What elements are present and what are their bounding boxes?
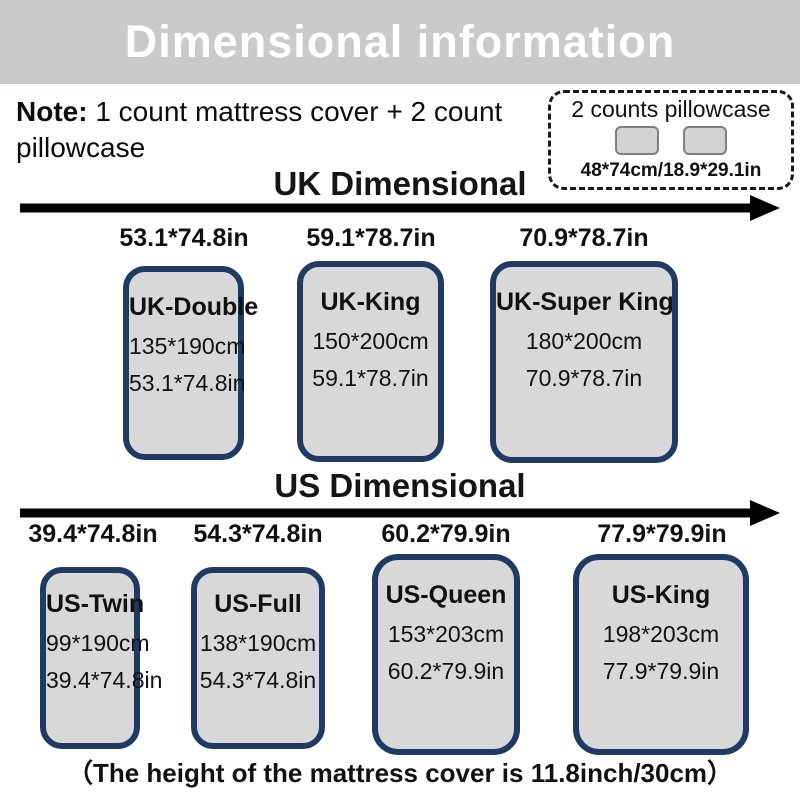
- note-body: 1 count mattress cover + 2 count pillowc…: [16, 96, 503, 164]
- mattress-height-note: （The height of the mattress cover is 11.…: [66, 758, 734, 788]
- uk-double-size-label: 53.1*74.8in: [119, 224, 249, 252]
- dimensions-cm: 150*200cm: [312, 327, 429, 354]
- mattress-name: US-King: [611, 581, 711, 609]
- arrow-right-icon: [20, 500, 780, 526]
- pillowcase-dimensions: 48*74cm/18.9*29.1in: [580, 160, 762, 181]
- us-full-box: US-Full 138*190cm 54.3*74.8in: [191, 567, 325, 749]
- pillowcase-info-box: 2 counts pillowcase 48*74cm/18.9*29.1in: [548, 90, 794, 190]
- uk-section-heading: UK Dimensional: [273, 165, 527, 202]
- uk-double-box: UK-Double 135*190cm 53.1*74.8in: [123, 266, 259, 460]
- note-text: Note: 1 count mattress cover + 2 count p…: [16, 94, 576, 167]
- dimensions-in: 60.2*79.9in: [387, 657, 505, 684]
- us-queen-size-label: 60.2*79.9in: [381, 520, 511, 548]
- arrow-right-icon: [20, 195, 780, 221]
- pillowcase-swatches: [551, 126, 791, 155]
- page-title: Dimensional information: [124, 16, 676, 67]
- dimensions-cm: 135*190cm: [129, 332, 246, 359]
- us-king-box: US-King 198*203cm 77.9*79.9in: [573, 554, 749, 755]
- uk-king-box: UK-King 150*200cm 59.1*78.7in: [297, 261, 444, 462]
- us-queen-box: US-Queen 153*203cm 60.2*79.9in: [372, 554, 520, 755]
- dimensions-in: 54.3*74.8in: [199, 666, 317, 693]
- mattress-name: US-Full: [214, 590, 302, 618]
- mattress-name: UK-Double: [129, 293, 259, 321]
- us-twin-box: US-Twin 99*190cm 39.4*74.8in: [40, 567, 163, 749]
- header-band: Dimensional information: [0, 0, 800, 84]
- dimensions-in: 77.9*79.9in: [602, 657, 720, 684]
- dimensions-in: 53.1*74.8in: [129, 369, 246, 396]
- dimensions-cm: 198*203cm: [602, 620, 720, 647]
- dimensions-in: 59.1*78.7in: [312, 364, 429, 391]
- note-label: Note:: [16, 96, 88, 127]
- us-section-heading: US Dimensional: [274, 467, 526, 504]
- pillowcase-box-title: 2 counts pillowcase: [571, 96, 771, 122]
- dimensions-cm: 99*190cm: [46, 629, 150, 656]
- uk-super-king-box: UK-Super King 180*200cm 70.9*78.7in: [490, 261, 678, 463]
- pillowcase-icon: [683, 126, 728, 155]
- uk-super-king-size-label: 70.9*78.7in: [519, 224, 649, 252]
- mattress-name: UK-Super King: [496, 288, 674, 316]
- us-twin-size-label: 39.4*74.8in: [28, 520, 158, 548]
- dimensions-in: 39.4*74.8in: [46, 666, 163, 693]
- mattress-name: UK-King: [320, 288, 421, 316]
- pillowcase-icon: [614, 126, 659, 155]
- us-king-size-label: 77.9*79.9in: [597, 520, 727, 548]
- mattress-name: US-Twin: [46, 590, 145, 618]
- dimensions-cm: 180*200cm: [525, 327, 643, 354]
- mattress-name: US-Queen: [385, 581, 507, 609]
- dimensions-cm: 153*203cm: [387, 620, 505, 647]
- us-full-size-label: 54.3*74.8in: [193, 520, 323, 548]
- dimensions-in: 70.9*78.7in: [525, 364, 643, 391]
- dimensions-cm: 138*190cm: [199, 629, 317, 656]
- uk-king-size-label: 59.1*78.7in: [306, 224, 436, 252]
